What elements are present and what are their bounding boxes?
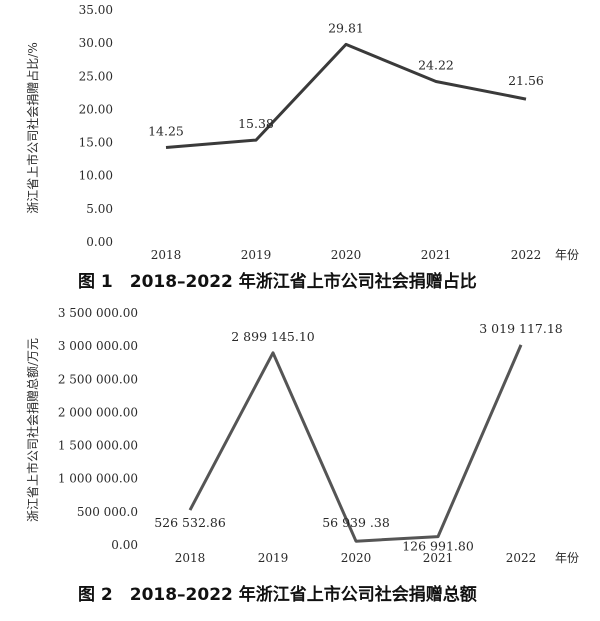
figure-caption: 图 1 2018–2022 年浙江省上市公司社会捐赠占比 [78,271,477,292]
y-tick-label: 2 500 000.00 [58,372,138,386]
data-label: 14.25 [148,124,184,139]
figure-caption: 图 2 2018–2022 年浙江省上市公司社会捐赠总额 [78,584,477,605]
y-tick-labels: 0.00 5.00 10.00 15.00 20.00 25.00 30.00 35.00 [79,3,113,249]
y-axis-title: 浙江省上市公司社会捐赠总额/万元 [25,338,40,522]
x-tick-label: 2020 [341,551,372,565]
x-tick-label: 2022 [506,551,537,565]
y-tick-label: 3 000 000.00 [58,339,138,353]
y-tick-label: 20.00 [79,102,113,116]
y-tick-label: 0.00 [86,235,113,249]
y-tick-label: 500 000.0 [77,505,138,519]
y-axis-title: 浙江省上市公司社会捐赠占比/% [25,42,40,213]
x-tick-label: 2019 [258,551,289,565]
y-tick-label: 10.00 [79,169,113,183]
data-label: 526 532.86 [154,515,226,530]
data-labels: 526 532.86 2 899 145.10 56 939 .38 126 991.… [154,321,563,554]
y-tick-label: 30.00 [79,36,113,50]
y-tick-label: 35.00 [79,3,113,17]
y-tick-label: 5.00 [86,202,113,216]
x-axis-unit: 年份 [555,248,579,262]
x-tick-label: 2021 [423,551,454,565]
chart-donation-ratio: 浙江省上市公司社会捐赠占比/% 0.00 5.00 10.00 15.00 20.00 2… [25,3,579,292]
y-tick-label: 3 500 000.00 [58,306,138,320]
x-tick-label: 2018 [175,551,206,565]
x-tick-label: 2022 [511,248,542,262]
data-labels: 14.25 15.38 29.81 24.22 21.56 [148,20,544,138]
y-tick-label: 15.00 [79,136,113,150]
y-tick-label: 0.00 [111,538,138,552]
series-line [188,344,523,543]
data-label: 3 019 117.18 [479,321,563,336]
data-label: 56 939 .38 [322,515,390,530]
x-tick-label: 2020 [331,248,362,262]
x-tick-labels: 2018 2019 2020 2021 2022 [175,551,537,565]
y-tick-label: 25.00 [79,69,113,83]
x-tick-label: 2021 [421,248,452,262]
data-label: 21.56 [508,73,544,88]
x-tick-label: 2019 [241,248,272,262]
data-label: 24.22 [418,57,454,72]
data-label: 126 991.80 [402,539,474,554]
series-line [165,42,527,149]
x-tick-label: 2018 [151,248,182,262]
data-label: 15.38 [238,116,274,131]
y-tick-label: 1 000 000.00 [58,472,138,486]
chart-donation-total: 浙江省上市公司社会捐赠总额/万元 0.00 500 000.0 1 000 000.… [25,306,579,605]
x-axis-unit: 年份 [555,551,579,565]
x-tick-labels: 2018 2019 2020 2021 2022 [151,248,542,262]
data-label: 2 899 145.10 [231,329,315,344]
y-tick-label: 1 500 000.00 [58,439,138,453]
y-tick-label: 2 000 000.00 [58,405,138,419]
y-tick-labels: 0.00 500 000.0 1 000 000.00 1 500 000.00 2 0… [58,306,138,552]
data-label: 29.81 [328,20,364,35]
